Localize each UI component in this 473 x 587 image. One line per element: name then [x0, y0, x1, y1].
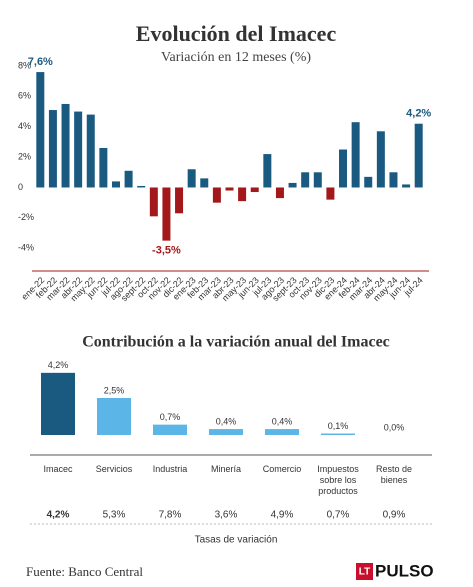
value-label: 4,2% — [48, 360, 69, 370]
logo-box — [356, 563, 373, 580]
bar — [36, 72, 45, 188]
value-label: 0,4% — [272, 416, 293, 426]
x-tick-label: Imacec — [43, 464, 73, 474]
bar — [48, 110, 57, 188]
bar — [414, 123, 423, 188]
value-label: -3,5% — [152, 245, 181, 257]
bar — [162, 187, 171, 241]
bar — [212, 187, 221, 203]
bar — [275, 187, 284, 199]
y-tick-label: -2% — [18, 212, 34, 222]
bar — [209, 429, 243, 435]
rate-value: 5,3% — [103, 510, 126, 521]
x-tick-label: Minería — [210, 464, 241, 474]
y-tick-label: 8% — [18, 60, 31, 70]
bar — [301, 172, 310, 188]
bar — [74, 111, 83, 188]
bar — [321, 433, 355, 435]
bar — [200, 178, 209, 188]
y-tick-label: 2% — [18, 151, 31, 161]
bar — [351, 122, 360, 188]
bar — [124, 170, 133, 188]
x-tick-label: Comercio — [262, 464, 302, 474]
chart-subtitle: Variación en 12 meses (%) — [161, 50, 311, 65]
y-tick-label: -4% — [18, 243, 34, 253]
bar — [263, 154, 272, 188]
value-label: 0,7% — [160, 412, 181, 422]
value-label: 0,0% — [384, 422, 405, 432]
value-label: 2,5% — [104, 385, 125, 395]
logo-mark: LT — [359, 567, 370, 578]
value-label: 7,6% — [28, 56, 53, 68]
x-tick-label: Industria — [152, 464, 188, 474]
rate-value: 7,8% — [159, 510, 182, 521]
x-tick-label: Impuestos sobre los productos — [317, 464, 359, 496]
bar — [250, 187, 259, 193]
bar — [86, 114, 95, 188]
bar — [137, 185, 146, 188]
bar — [111, 181, 120, 188]
bar — [225, 187, 234, 191]
value-label: 4,2% — [406, 108, 431, 120]
x-tick-label: Servicios — [95, 464, 133, 474]
bar — [61, 103, 70, 188]
bar — [41, 372, 75, 435]
bar — [99, 148, 108, 188]
logo: PULSO — [375, 561, 434, 580]
rate-value: 0,7% — [327, 510, 350, 521]
bar — [402, 184, 411, 188]
bar — [97, 398, 131, 435]
chart-title: Contribución a la variación anual del Im… — [82, 334, 390, 351]
y-tick-label: 6% — [18, 91, 31, 101]
y-tick-label: 4% — [18, 121, 31, 131]
bar — [149, 187, 158, 217]
value-label: 0,4% — [216, 416, 237, 426]
bar — [153, 424, 187, 435]
value-label: 0,1% — [328, 421, 349, 431]
rate-value: 4,2% — [47, 510, 70, 521]
source: Fuente: Banco Central — [26, 564, 143, 579]
bar — [175, 187, 184, 214]
y-tick-label: 0 — [18, 182, 23, 192]
bar — [313, 172, 322, 188]
bar — [326, 187, 335, 200]
bar — [265, 429, 299, 435]
bar — [238, 187, 247, 202]
bar — [187, 169, 196, 188]
bar — [364, 176, 373, 188]
bar — [288, 182, 297, 188]
bar — [376, 131, 385, 188]
x-tick-label: Resto de bienes — [375, 464, 413, 485]
rates-label: Tasas de variación — [195, 535, 278, 546]
bar — [389, 172, 398, 188]
rate-value: 3,6% — [215, 510, 238, 521]
chart-title: Evolución del Imacec — [136, 21, 337, 46]
bar — [339, 149, 348, 188]
rate-value: 0,9% — [383, 510, 406, 521]
rate-value: 4,9% — [271, 510, 294, 521]
